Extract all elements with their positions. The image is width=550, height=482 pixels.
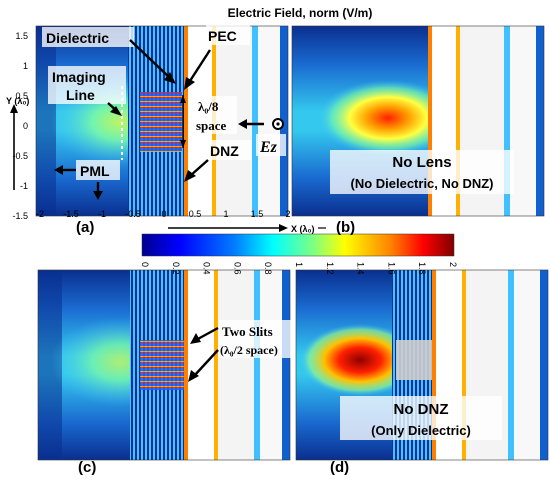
panel-c	[37, 269, 291, 461]
label-dnz: DNZ	[210, 143, 239, 159]
figure-title: Electric Field, norm (V/m)	[228, 6, 373, 20]
y-axis-label: Y (λ₀)	[6, 96, 29, 106]
colorbar: 0 0.2 0.4 0.6 0.8 1 1.2 1.4 1.6 1.8 2	[140, 233, 458, 275]
label-ez: Ez	[259, 139, 278, 156]
panel-b-label: (b)	[336, 219, 355, 236]
panel-b-caption-sub: (No Dielectric, No DNZ)	[350, 176, 493, 191]
colorbar-tick-label: 1.8	[417, 262, 427, 275]
panel-d-annotations: No DNZ (Only Dielectric) (d)	[330, 396, 502, 476]
panel-a	[35, 25, 289, 217]
panel-d-caption-main: No DNZ	[394, 401, 449, 418]
colorbar-tick-label: 1.2	[325, 262, 335, 275]
panel-d-label: (d)	[330, 459, 349, 476]
colorbar-tick-label: 1.4	[356, 262, 366, 275]
panel-b-annotations: No Lens (No Dielectric, No DNZ) (b)	[330, 150, 514, 236]
colorbar-tick-label: 1	[294, 262, 304, 267]
panel-a-annotations: Dielectric PEC Imaging Line λ₀/8 space E…	[42, 25, 286, 236]
x-axis-ticks: -2 -1.5 -1 -0.5 0 0.5 1 1.5 2	[36, 209, 291, 219]
panel-a-label: (a)	[76, 219, 94, 236]
panel-d-caption-sub: (Only Dielectric)	[371, 423, 471, 438]
x-tick-label: 0.5	[189, 209, 202, 219]
panel-c-annotation-1: Two Slits	[222, 324, 273, 339]
label-imaging-line-1: Imaging	[52, 69, 106, 85]
colorbar-tick-label: 0.2	[171, 262, 181, 275]
y-tick-label: -0.5	[12, 151, 28, 161]
x-tick-label: 1.5	[251, 209, 264, 219]
label-spacing-2: space	[196, 118, 227, 133]
x-axis-label: X (λ₀)	[291, 224, 315, 234]
y-axis: 1.5 1 0.5 0 -0.5 -1 -1.5 Y (λ₀)	[6, 31, 29, 221]
y-tick-label: 0	[23, 121, 28, 131]
panel-c-label: (c)	[78, 459, 96, 476]
x-tick-label: -1.5	[63, 209, 79, 219]
x-axis: -2 -1.5 -1 -0.5 0 0.5 1 1.5 2 X (λ₀)	[36, 209, 326, 234]
y-tick-label: 1	[23, 61, 28, 71]
x-tick-label: -2	[36, 209, 44, 219]
colorbar-tick-label: 0	[140, 262, 150, 267]
panel-c-annotation-2: (λ₀/2 space)	[220, 343, 278, 357]
y-tick-label: 0.5	[15, 91, 28, 101]
x-tick-label: -1	[98, 209, 106, 219]
colorbar-tick-label: 0.8	[263, 262, 273, 275]
label-pml: PML	[80, 163, 110, 179]
y-axis-ticks: 1.5 1 0.5 0 -0.5 -1 -1.5	[12, 31, 28, 221]
x-tick-label: -0.5	[125, 209, 141, 219]
x-tick-label: 1	[223, 209, 228, 219]
label-imaging-line-2: Line	[66, 87, 95, 103]
panel-b-caption-main: No Lens	[392, 154, 451, 171]
colorbar-ticks: 0 0.2 0.4 0.6 0.8 1 1.2 1.4 1.6 1.8 2	[140, 262, 458, 275]
y-tick-label: -1	[20, 181, 28, 191]
colorbar-tick-label: 2	[448, 262, 458, 267]
label-dielectric: Dielectric	[46, 30, 109, 46]
colorbar-tick-label: 0.4	[202, 262, 212, 275]
colorbar-tick-label: 1.6	[386, 262, 396, 275]
panel-c-annotations: Two Slits (λ₀/2 space) (c)	[78, 320, 294, 476]
label-spacing-1: λ₀/8	[198, 99, 219, 114]
colorbar-tick-label: 0.6	[232, 262, 242, 275]
label-pec: PEC	[208, 28, 237, 44]
x-tick-label: 0	[161, 209, 166, 219]
x-tick-label: 2	[285, 209, 290, 219]
y-tick-label: -1.5	[12, 211, 28, 221]
y-tick-label: 1.5	[15, 31, 28, 41]
